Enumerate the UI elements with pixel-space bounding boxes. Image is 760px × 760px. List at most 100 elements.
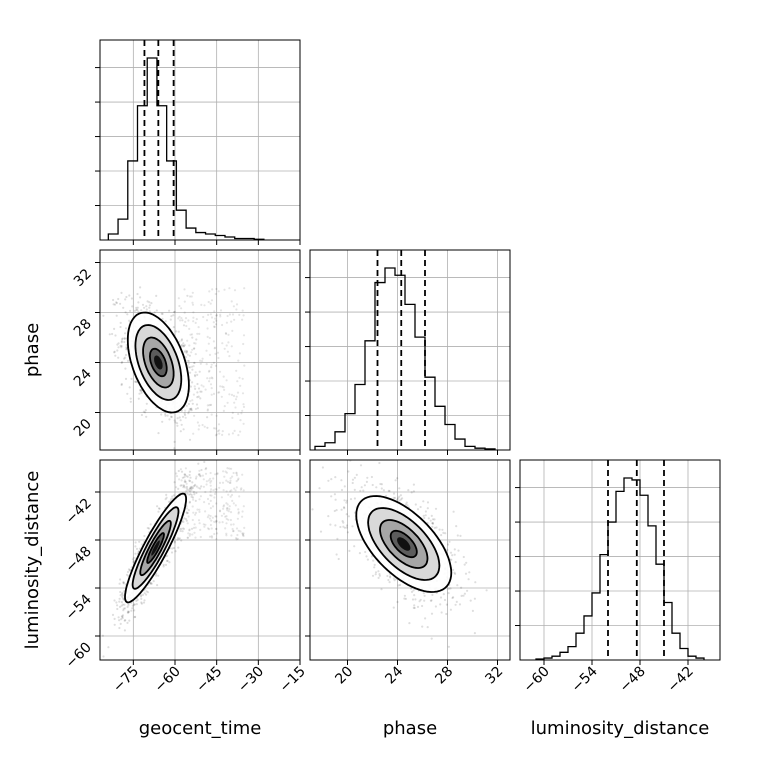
sample-point — [186, 475, 189, 478]
sample-point — [183, 412, 186, 415]
sample-point — [219, 309, 223, 312]
sample-point — [198, 522, 201, 525]
sample-point — [190, 409, 193, 412]
sample-point — [228, 313, 231, 316]
sample-point — [237, 412, 240, 416]
sample-point — [405, 501, 408, 504]
sample-point — [444, 532, 447, 535]
sample-point — [239, 488, 242, 491]
sample-point — [205, 319, 209, 322]
sample-point — [241, 392, 245, 395]
sample-point — [345, 499, 348, 502]
sample-point — [207, 502, 211, 505]
sample-point — [86, 297, 88, 299]
sample-point — [199, 475, 202, 478]
sample-point — [191, 486, 194, 490]
sample-point — [184, 480, 187, 483]
sample-point — [236, 533, 239, 537]
histogram-luminosity_distance — [535, 477, 705, 660]
sample-point — [421, 604, 424, 608]
sample-point — [118, 600, 121, 603]
sample-point — [426, 507, 429, 510]
sample-point — [235, 474, 239, 477]
sample-point — [214, 434, 217, 437]
sample-point — [194, 511, 198, 514]
sample-point — [238, 352, 241, 355]
sample-point — [170, 497, 173, 500]
sample-point — [182, 486, 185, 489]
sample-point — [188, 470, 192, 473]
sample-point — [181, 456, 183, 458]
sample-point — [144, 411, 147, 414]
sample-point — [199, 362, 202, 365]
sample-point — [155, 572, 158, 575]
sample-point — [189, 407, 193, 410]
sample-point — [172, 314, 175, 317]
sample-point — [129, 397, 132, 400]
sample-point — [225, 332, 228, 335]
sample-point — [123, 340, 126, 344]
sample-point — [230, 467, 233, 470]
sample-point — [179, 484, 182, 487]
y-tick-label: −48 — [63, 544, 95, 576]
sample-point — [214, 515, 217, 518]
sample-point — [193, 484, 196, 487]
sample-point — [426, 501, 430, 504]
sample-point — [203, 304, 206, 307]
sample-point — [201, 360, 204, 363]
sample-point — [207, 300, 210, 304]
sample-point — [138, 547, 141, 550]
sample-point — [448, 540, 451, 543]
sample-point — [462, 555, 465, 559]
sample-point — [193, 385, 196, 388]
sample-point — [140, 602, 143, 605]
sample-point — [180, 409, 183, 412]
sample-point — [242, 314, 245, 317]
sample-point — [236, 380, 239, 383]
sample-point — [206, 516, 209, 519]
sample-point — [193, 414, 196, 417]
sample-point — [135, 306, 138, 309]
sample-point — [118, 626, 121, 630]
sample-point — [387, 578, 390, 582]
sample-point — [187, 402, 190, 406]
sample-point — [122, 582, 125, 585]
sample-point — [206, 527, 210, 530]
sample-point — [239, 384, 242, 387]
sample-point — [227, 433, 231, 436]
sample-point — [333, 509, 336, 513]
sample-point — [205, 349, 208, 352]
sample-point — [180, 339, 183, 342]
sample-point — [213, 325, 216, 328]
sample-point — [130, 609, 133, 612]
sample-point — [102, 314, 105, 317]
sample-point — [380, 588, 383, 591]
sample-point — [455, 525, 458, 528]
sample-point — [147, 527, 151, 530]
sample-point — [195, 485, 198, 488]
sample-point — [177, 330, 180, 333]
sample-point — [466, 589, 469, 592]
sample-point — [156, 584, 159, 587]
sample-point — [121, 595, 124, 598]
panel-geocent_time-vs-luminosity_distance — [95, 459, 301, 665]
sample-point — [188, 489, 191, 492]
sample-point — [223, 475, 226, 478]
sample-point — [224, 527, 227, 530]
sample-point — [179, 419, 182, 422]
y-tick-label: 20 — [71, 416, 95, 440]
sample-point — [334, 498, 337, 501]
sample-point — [185, 404, 188, 407]
sample-point — [173, 540, 176, 543]
sample-point — [126, 610, 130, 613]
sample-point — [327, 515, 330, 518]
sample-point — [218, 510, 222, 513]
sample-point — [194, 483, 197, 486]
sample-point — [121, 591, 124, 595]
sample-point — [226, 350, 229, 353]
sample-point — [340, 479, 343, 482]
sample-point — [460, 594, 463, 598]
sample-point — [140, 413, 143, 417]
sample-point — [196, 382, 199, 386]
sample-point — [399, 583, 402, 587]
